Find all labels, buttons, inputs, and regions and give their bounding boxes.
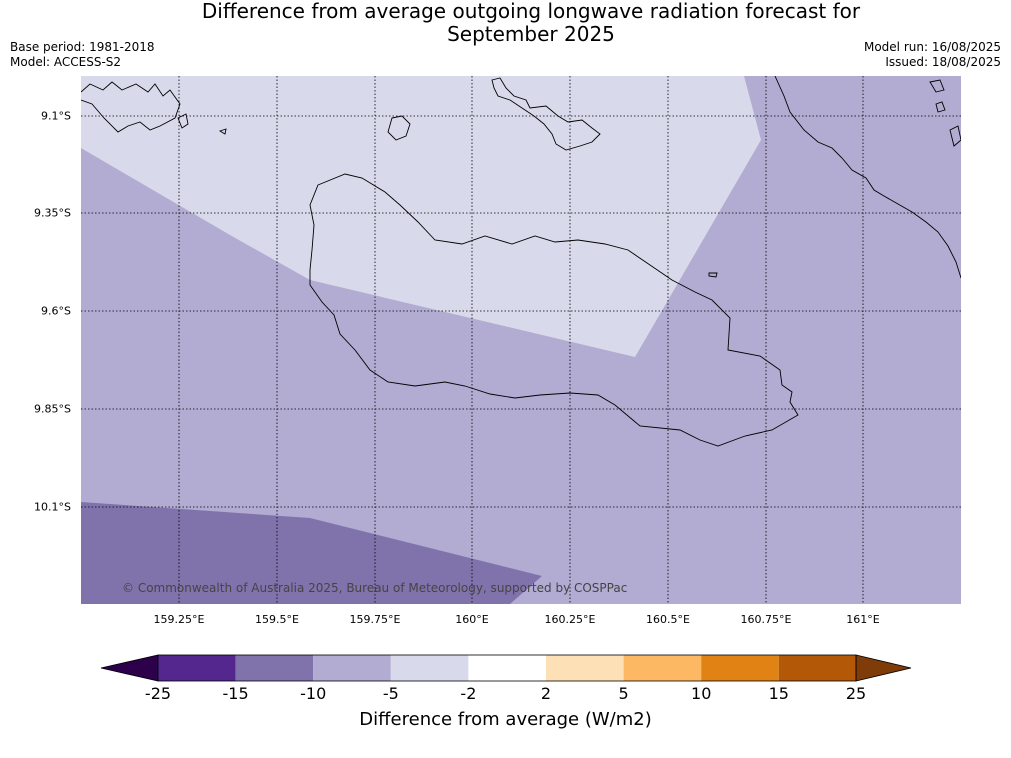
meta-left: Base period: 1981-2018 Model: ACCESS-S2 bbox=[10, 40, 155, 70]
title-line-2: September 2025 bbox=[447, 22, 615, 46]
anomaly-region-dark bbox=[81, 502, 542, 604]
colorbar-segment bbox=[778, 655, 857, 681]
colorbar-title: Difference from average (W/m2) bbox=[359, 709, 652, 730]
lat-label: 9.6°S bbox=[41, 304, 71, 318]
base-period: Base period: 1981-2018 bbox=[10, 40, 155, 54]
colorbar-tick: 25 bbox=[845, 684, 867, 703]
colorbar-over-arrow bbox=[855, 654, 912, 682]
coastline-guadalcanal bbox=[309, 173, 799, 447]
colorbar-tick: 10 bbox=[691, 684, 712, 703]
lat-label: 10.1°S bbox=[34, 500, 71, 514]
colorbar-tick: 15 bbox=[768, 684, 789, 703]
coastline-islet bbox=[218, 128, 227, 135]
lat-label: 9.85°S bbox=[34, 402, 71, 416]
colorbar-frame bbox=[157, 654, 857, 682]
colorbar-segment bbox=[546, 655, 624, 681]
colorbar-segment bbox=[390, 655, 469, 681]
copyright-notice: © Commonwealth of Australia 2025, Bureau… bbox=[122, 581, 627, 595]
coastlines bbox=[81, 76, 961, 447]
lon-label: 159.25°E bbox=[153, 613, 205, 626]
colorbar-tick: -10 bbox=[300, 684, 327, 703]
coastline-northwest bbox=[81, 81, 181, 133]
colorbar-segment bbox=[235, 655, 314, 681]
colorbar-segment bbox=[313, 655, 391, 681]
anomaly-region-light bbox=[81, 76, 761, 357]
colorbar-segment bbox=[701, 655, 779, 681]
colorbar-tick: 2 bbox=[540, 684, 552, 703]
model-name: Model: ACCESS-S2 bbox=[10, 55, 122, 69]
colorbar-tick: -25 bbox=[144, 684, 172, 703]
graticule bbox=[81, 76, 961, 604]
model-run: Model run: 16/08/2025 bbox=[863, 40, 1001, 54]
title-line-1: Difference from average outgoing longwav… bbox=[201, 0, 861, 23]
colorbar-segment bbox=[623, 655, 702, 681]
coastline-island bbox=[387, 115, 411, 141]
colorbar-tick: 5 bbox=[618, 684, 629, 703]
colorbar bbox=[100, 654, 912, 682]
coastline-east-islets bbox=[929, 79, 961, 147]
map-plot-area bbox=[81, 76, 961, 604]
meta-right: Model run: 16/08/2025 Issued: 18/08/2025 bbox=[864, 40, 1001, 70]
colorbar-tick: -2 bbox=[460, 684, 477, 703]
colorbar-tick: -5 bbox=[382, 684, 399, 703]
chart-title: Difference from average outgoing longwav… bbox=[0, 0, 1011, 46]
coastline-islet bbox=[708, 272, 718, 278]
lat-label: 9.35°S bbox=[34, 206, 71, 220]
issued-date: Issued: 18/08/2025 bbox=[885, 55, 1001, 69]
coastline-malaita bbox=[774, 76, 961, 279]
colorbar-segment bbox=[468, 655, 546, 681]
lon-label: 160.25°E bbox=[544, 613, 596, 626]
colorbar-tick: -15 bbox=[222, 684, 249, 703]
lon-label: 160.75°E bbox=[740, 613, 792, 626]
lon-label: 159.75°E bbox=[349, 613, 401, 626]
coastline-florida-islands bbox=[491, 77, 601, 151]
colorbar-under-arrow bbox=[100, 654, 159, 682]
lon-label: 160°E bbox=[455, 613, 489, 626]
lon-label: 160.5°E bbox=[646, 613, 690, 626]
colorbar-segment bbox=[158, 655, 236, 681]
lon-label: 159.5°E bbox=[255, 613, 299, 626]
coastline-northwest-islet bbox=[177, 113, 189, 129]
lat-label: 9.1°S bbox=[41, 109, 71, 123]
lon-label: 161°E bbox=[846, 613, 880, 626]
